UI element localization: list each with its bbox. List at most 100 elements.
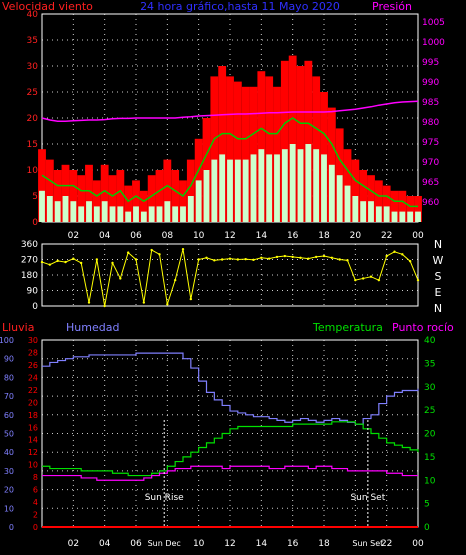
pressure-y-tick: 995 — [422, 58, 439, 68]
chart-title: 24 hora gráfico,hasta 11 Mayo 2020 — [140, 0, 340, 13]
sun-event-label: Sun Set — [350, 493, 385, 503]
wind-gust-bar — [280, 60, 289, 222]
wind-y-tick: 20 — [27, 114, 39, 124]
direction-point — [220, 258, 224, 261]
wind-gust-bar — [116, 170, 125, 222]
humidity-axis-title: Humedad — [66, 321, 119, 334]
humidity-y-tick: 60 — [4, 411, 14, 420]
wind-min-bar — [360, 201, 367, 222]
humidity-x-tick: 16 — [287, 539, 299, 549]
wind-y-tick: 5 — [32, 192, 38, 202]
humidity-y-tick: 30 — [4, 467, 14, 476]
direction-y-tick: 90 — [27, 287, 39, 297]
wind-gust-bar — [45, 159, 54, 222]
pressure-y-tick: 965 — [422, 178, 439, 188]
wind-min-bar — [101, 201, 108, 222]
pressure-y-tick: 980 — [422, 118, 439, 128]
wind-gust-bar — [382, 185, 391, 222]
dewpoint-axis-title: Punto rocío — [392, 321, 454, 334]
temperature-y-tick: 5 — [424, 500, 430, 510]
wind-x-tick: 04 — [99, 231, 111, 241]
direction-y-tick: 360 — [21, 240, 38, 250]
wind-gust-bar — [61, 164, 70, 222]
pressure-y-tick: 1000 — [422, 38, 445, 48]
direction-point — [330, 256, 334, 259]
rain-y-tick: 26 — [28, 361, 38, 370]
direction-point — [369, 275, 373, 278]
wind-gust-bar — [351, 159, 360, 222]
rain-y-tick: 14 — [28, 436, 38, 445]
direction-point — [134, 258, 138, 261]
direction-point — [126, 251, 130, 254]
wind-gust-bar — [100, 164, 109, 222]
wind-gust-bar — [304, 60, 313, 222]
humidity-x-tick: 18 — [318, 539, 330, 549]
wind-min-bar — [266, 154, 273, 222]
humidity-x-tick: 04 — [99, 539, 111, 549]
temperature-y-tick: 15 — [424, 453, 435, 463]
wind-min-bar — [62, 196, 69, 222]
temperature-axis-title: Temperatura — [312, 321, 383, 334]
wind-min-bar — [140, 211, 147, 222]
rain-y-tick: 12 — [28, 448, 38, 457]
wind-gust-bar — [171, 170, 180, 222]
direction-point — [393, 250, 396, 253]
direction-point — [236, 258, 240, 261]
wind-x-tick: 22 — [381, 231, 392, 241]
rain-y-tick: 16 — [28, 423, 38, 432]
wind-min-bar — [227, 159, 233, 222]
wind-x-tick: 14 — [256, 231, 268, 241]
wind-gust-bar — [53, 170, 62, 222]
wind-x-tick: 02 — [68, 231, 79, 241]
wind-min-bar — [281, 149, 288, 222]
direction-point — [385, 254, 388, 258]
direction-point — [64, 260, 67, 264]
direction-point — [119, 277, 122, 280]
wind-gust-bar — [186, 159, 195, 222]
wind-x-tick: 12 — [224, 231, 235, 241]
wind-min-bar — [54, 201, 61, 222]
wind-gust-bar — [226, 76, 234, 223]
direction-point — [416, 278, 420, 282]
humidity-y-tick: 10 — [4, 504, 14, 513]
humidity-y-tick: 100 — [0, 336, 14, 345]
wind-min-bar — [274, 154, 280, 222]
wind-min-bar — [203, 170, 210, 222]
wind-min-bar — [407, 211, 414, 222]
wind-min-bar — [219, 154, 226, 222]
wind-x-tick: 10 — [193, 231, 205, 241]
wind-min-bar — [164, 201, 171, 222]
wind-min-bar — [172, 206, 179, 222]
wind-min-bar — [415, 211, 421, 222]
wind-gust-bar — [147, 175, 156, 222]
wind-gust-bar — [218, 66, 227, 222]
wind-gust-bar — [139, 190, 148, 222]
wind-x-tick: 00 — [412, 231, 424, 241]
pressure-axis-title: Presión — [372, 0, 412, 13]
direction-point — [142, 301, 146, 304]
wind-x-tick: 16 — [287, 231, 299, 241]
direction-point — [197, 258, 200, 261]
wind-min-bar — [180, 206, 186, 222]
rain-y-tick: 18 — [28, 411, 38, 420]
wind-min-bar — [383, 206, 390, 222]
direction-point — [181, 247, 185, 251]
wind-gust-bar — [406, 196, 415, 222]
sun-event-label: Sun Rise — [145, 493, 184, 503]
humidity-x-tick: 14 — [256, 539, 268, 549]
wind-y-tick: 35 — [27, 36, 38, 46]
direction-compass-label: N — [434, 238, 442, 251]
pressure-y-tick: 1005 — [422, 18, 445, 28]
wind-x-tick: 06 — [130, 231, 142, 241]
wind-min-bar — [297, 149, 304, 222]
wind-gust-bar — [179, 180, 187, 222]
temperature-y-tick: 20 — [424, 430, 436, 440]
direction-point — [173, 278, 177, 282]
wind-gust-bar — [367, 175, 375, 222]
direction-point — [95, 258, 99, 261]
humidity-y-tick: 20 — [4, 486, 14, 495]
humidity-y-tick: 40 — [4, 448, 14, 457]
wind-min-bar — [313, 149, 320, 222]
